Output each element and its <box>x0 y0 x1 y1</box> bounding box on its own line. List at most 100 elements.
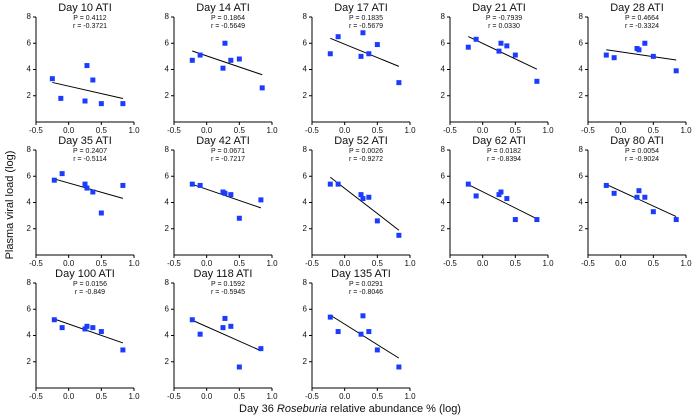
panel-title: Day 118 ATI <box>194 268 253 280</box>
r-value: r = -0.5679 <box>349 23 383 30</box>
point <box>673 68 679 74</box>
point <box>504 43 510 49</box>
point <box>360 313 366 319</box>
point <box>189 317 195 323</box>
r-value: r = -0.7217 <box>211 156 245 163</box>
y-tick-label: 6 <box>579 38 584 47</box>
x-tick-label: 1.0 <box>128 126 140 135</box>
point <box>611 190 617 196</box>
point <box>259 85 265 91</box>
y-tick-label: 4 <box>441 198 446 207</box>
point <box>120 347 126 353</box>
point <box>534 217 540 223</box>
x-tick-label: -0.5 <box>443 126 457 135</box>
point <box>360 196 366 202</box>
point <box>236 364 242 370</box>
point <box>51 177 57 183</box>
point <box>236 56 242 62</box>
x-tick-label: 0.5 <box>510 126 522 135</box>
y-tick-label: 8 <box>441 12 446 21</box>
x-tick-label: 0.5 <box>96 392 108 401</box>
point <box>358 53 364 59</box>
x-tick-label: 0.5 <box>372 392 384 401</box>
r-value: r = -0.5945 <box>211 289 245 296</box>
y-tick-label: 8 <box>441 145 446 154</box>
point <box>603 182 609 188</box>
point <box>84 63 90 69</box>
point <box>98 329 104 335</box>
r-value: r = -0.5114 <box>73 156 107 163</box>
y-tick-label: 2 <box>27 91 32 100</box>
y-tick-label: 2 <box>441 224 446 233</box>
x-tick-label: 0.0 <box>615 126 627 135</box>
panel-title: Day 21 ATI <box>472 2 526 14</box>
y-tick-label: 2 <box>27 224 32 233</box>
point <box>642 194 648 200</box>
x-tick-label: -0.5 <box>443 259 457 268</box>
point <box>258 346 264 352</box>
x-label-part: Day 36 <box>239 403 277 415</box>
point <box>51 317 57 323</box>
x-tick-label: 0.5 <box>372 259 384 268</box>
x-tick-label: 0.0 <box>201 126 213 135</box>
point <box>673 217 679 223</box>
fit-line <box>192 183 262 209</box>
point <box>58 95 64 101</box>
r-value: r = -0.3324 <box>625 23 659 30</box>
p-value: P = 0.0054 <box>625 148 659 155</box>
x-tick-label: -0.5 <box>305 126 319 135</box>
point <box>98 101 104 107</box>
x-tick-label: 1.0 <box>404 126 416 135</box>
point <box>335 34 341 40</box>
point <box>496 192 502 198</box>
point <box>360 30 366 36</box>
y-axis-label: Plasma viral load (log) <box>4 151 16 260</box>
point <box>650 53 656 59</box>
y-tick-label: 8 <box>27 12 32 21</box>
x-tick-label: 1.0 <box>128 259 140 268</box>
x-tick-label: 0.5 <box>234 126 246 135</box>
point <box>59 325 65 331</box>
x-tick-label: 1.0 <box>266 126 278 135</box>
r-value: r = -0.9272 <box>349 156 383 163</box>
x-tick-label: 1.0 <box>680 259 692 268</box>
point <box>335 181 341 187</box>
point <box>496 48 502 54</box>
r-value: r = -0.849 <box>75 289 105 296</box>
point <box>197 52 203 58</box>
y-tick-label: 8 <box>579 12 584 21</box>
y-tick-label: 4 <box>165 331 170 340</box>
point <box>473 193 479 199</box>
y-tick-label: 8 <box>303 12 308 21</box>
panel-title: Day 42 ATI <box>196 135 250 147</box>
point <box>396 80 402 86</box>
x-tick-label: 0.0 <box>201 259 213 268</box>
point <box>636 188 642 194</box>
point <box>358 331 364 337</box>
point <box>498 189 504 195</box>
p-value: P = 0.1592 <box>211 281 245 288</box>
point <box>258 197 264 203</box>
fit-line <box>606 49 677 61</box>
p-value: P = 0.4112 <box>73 15 107 22</box>
fit-line <box>606 183 677 218</box>
x-tick-label: 1.0 <box>266 392 278 401</box>
point <box>366 329 372 335</box>
y-tick-label: 4 <box>27 65 32 74</box>
point <box>90 325 96 331</box>
y-tick-label: 4 <box>165 65 170 74</box>
y-tick-label: 6 <box>165 171 170 180</box>
y-tick-label: 6 <box>303 171 308 180</box>
p-value: P = 0.0671 <box>211 148 245 155</box>
y-tick-label: 4 <box>441 65 446 74</box>
point <box>197 331 203 337</box>
y-tick-label: 4 <box>303 198 308 207</box>
point <box>82 326 88 332</box>
fit-line <box>329 176 400 231</box>
point <box>222 190 228 196</box>
fit-line <box>192 50 263 76</box>
p-value: P = -0.7939 <box>486 15 522 22</box>
x-tick-label: 0.0 <box>477 259 489 268</box>
